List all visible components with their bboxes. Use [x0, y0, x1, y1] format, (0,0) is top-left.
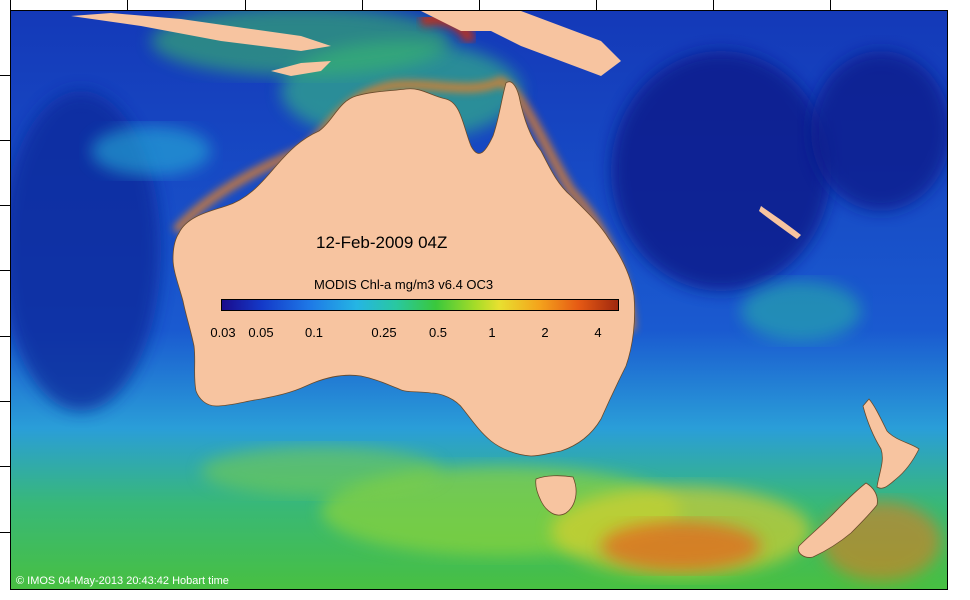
frame-tick [245, 0, 246, 10]
land-new-zealand-north [862, 398, 920, 489]
land-australia [172, 81, 636, 457]
chlorophyll-map: 12-Feb-2009 04Z MODIS Chl-a mg/m3 v6.4 O… [10, 10, 948, 590]
frame-tick [0, 270, 10, 271]
colorbar-tick-label: 2 [541, 325, 549, 340]
frame-tick [713, 0, 714, 10]
land-new-zealand-south [797, 482, 878, 558]
frame-tick [0, 466, 10, 467]
frame-tick [0, 401, 10, 402]
copyright-notice: © IMOS 04-May-2013 20:43:42 Hobart time [16, 575, 229, 587]
frame-tick [0, 532, 10, 533]
colorbar-tick-label: 0.05 [248, 325, 274, 340]
land-tasmania [535, 475, 577, 516]
colorbar-tick-label: 0.25 [371, 325, 397, 340]
colorbar-tick-label: 4 [594, 325, 602, 340]
frame-tick [0, 336, 10, 337]
colorbar-tick-label: 1 [488, 325, 496, 340]
frame-tick [830, 0, 831, 10]
frame-tick [479, 0, 480, 10]
chlorophyll-field [11, 11, 947, 589]
frame-tick [0, 140, 10, 141]
frame-tick [0, 75, 10, 76]
land-new-guinea [421, 11, 621, 76]
frame-tick [0, 205, 10, 206]
land-indonesia [71, 13, 331, 51]
frame-tick [10, 0, 11, 10]
map-date-label: 12-Feb-2009 04Z [316, 233, 448, 252]
colorbar-tick-label: 0.1 [304, 325, 324, 340]
frame-tick [127, 0, 128, 10]
colorbar [221, 299, 619, 311]
colorbar-tick-label: 0.5 [428, 325, 448, 340]
frame-tick [596, 0, 597, 10]
colorbar-title: MODIS Chl-a mg/m3 v6.4 OC3 [314, 277, 494, 292]
colorbar-tick-label: 0.03 [210, 325, 236, 340]
frame-tick [362, 0, 363, 10]
